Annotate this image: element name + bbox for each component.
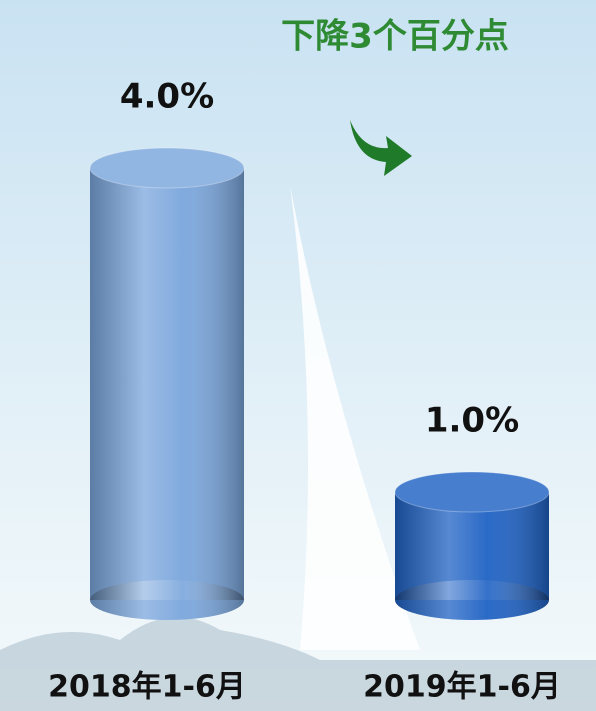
x-tick-label: 2018年1-6月 [48, 670, 246, 705]
bar-base-shading [90, 580, 244, 620]
bar-top [89, 147, 245, 189]
sail [290, 185, 420, 650]
bar-base-shading [395, 580, 549, 620]
value-label: 1.0% [425, 401, 519, 441]
down-arrow [350, 120, 412, 176]
x-tick-label: 2019年1-6月 [363, 670, 561, 705]
chart-title: 下降3个百分点 [281, 17, 509, 57]
bar-top-highlight [395, 472, 549, 512]
value-label: 4.0% [120, 77, 214, 117]
bar-top [394, 471, 550, 513]
hills [0, 617, 596, 711]
bar-shading [90, 168, 244, 600]
bar-top-highlight [90, 148, 244, 188]
